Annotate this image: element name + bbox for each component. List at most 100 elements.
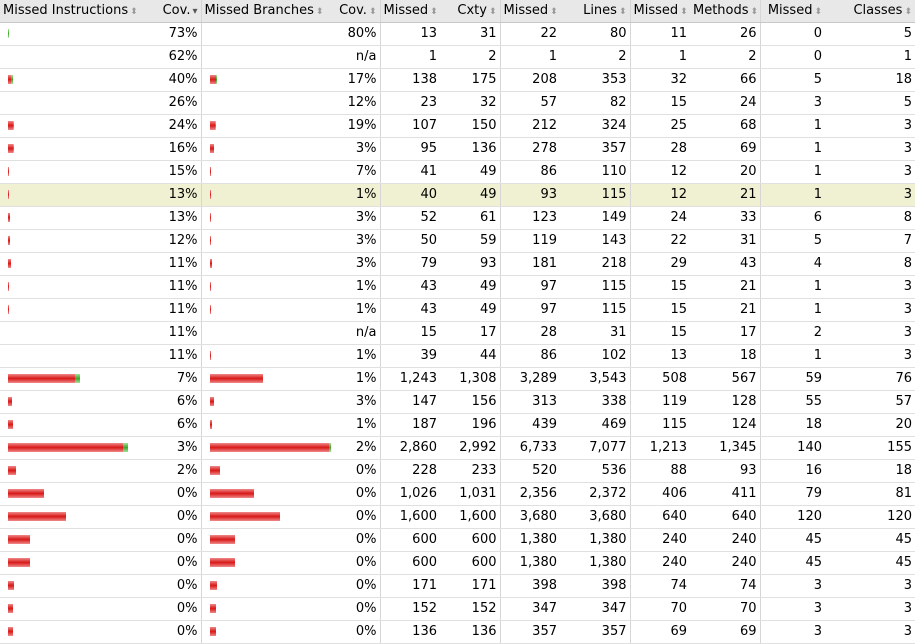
sortable-icon: ⬍ — [904, 7, 912, 18]
table-row[interactable]: 11% 1% 43 49 97 115 15 21 1 3 — [0, 275, 915, 299]
lines-cell: 80 — [560, 22, 630, 46]
methods-cell: 21 — [690, 275, 760, 299]
missed-methods-cell: 12 — [629, 183, 690, 207]
table-row[interactable]: 16% 3% 95 136 278 357 28 69 1 3 — [0, 137, 915, 161]
header-missed-methods[interactable]: Missed ⬍ — [629, 0, 690, 23]
instructions-bar-cell — [0, 137, 153, 161]
header-missed-lines[interactable]: Missed ⬍ — [499, 0, 560, 23]
table-row[interactable]: 11% 1% 39 44 86 102 13 18 1 3 — [0, 344, 915, 368]
instructions-coverage-bar — [8, 23, 150, 45]
missed-lines-cell: 278 — [499, 137, 560, 161]
instructions-bar-cell — [0, 482, 153, 506]
missed-bar-segment — [209, 282, 211, 291]
table-row[interactable]: 13% 3% 52 61 123 149 24 33 6 8 — [0, 206, 915, 230]
missed-bar-segment — [209, 75, 216, 84]
header-branches-coverage[interactable]: Cov. ⬍ — [334, 0, 380, 23]
missed-methods-cell: 1,213 — [629, 436, 690, 460]
table-row[interactable]: 12% 3% 50 59 119 143 22 31 5 7 — [0, 229, 915, 253]
header-label: Missed — [503, 3, 549, 19]
lines-cell: 347 — [560, 597, 630, 621]
missed-methods-cell: 12 — [629, 160, 690, 184]
instructions-coverage-bar — [8, 322, 150, 344]
table-row[interactable]: 11% n/a 15 17 28 31 15 17 2 3 — [0, 321, 915, 345]
table-row[interactable]: 40% 17% 138 175 208 353 32 66 5 18 — [0, 68, 915, 92]
covered-bar-segment — [123, 443, 128, 452]
missed-methods-cell: 240 — [629, 528, 690, 552]
header-instructions-coverage[interactable]: Cov. ▾ — [153, 0, 201, 23]
table-row[interactable]: 24% 19% 107 150 212 324 25 68 1 3 — [0, 114, 915, 138]
instructions-bar-cell — [0, 551, 153, 575]
branches-coverage-bar — [209, 276, 332, 298]
missed-complexity-cell: 107 — [379, 114, 440, 138]
header-missed-classes[interactable]: Missed ⬍ — [759, 0, 825, 23]
table-row[interactable]: 0% 0% 1,026 1,031 2,356 2,372 406 411 79 81 — [0, 482, 915, 506]
table-row[interactable]: 0% 0% 600 600 1,380 1,380 240 240 45 45 — [0, 528, 915, 552]
header-missed-complexity[interactable]: Missed ⬍ — [379, 0, 440, 23]
classes-cell: 76 — [825, 367, 915, 391]
missed-methods-cell: 29 — [629, 252, 690, 276]
missed-bar-segment — [209, 167, 211, 176]
instructions-bar-cell — [0, 367, 153, 391]
missed-bar-segment — [8, 259, 11, 268]
table-row[interactable]: 3% 2% 2,860 2,992 6,733 7,077 1,213 1,345 140 155 — [0, 436, 915, 460]
table-row[interactable]: 0% 0% 136 136 357 357 69 69 3 3 — [0, 620, 915, 644]
branches-coverage-cell: 0% — [334, 505, 380, 529]
lines-cell: 143 — [560, 229, 630, 253]
table-row[interactable]: 62% n/a 1 2 1 2 1 2 0 1 — [0, 45, 915, 69]
branches-coverage-bar — [209, 345, 332, 367]
instructions-bar-cell — [0, 528, 153, 552]
instructions-coverage-cell: 11% — [153, 298, 201, 322]
missed-classes-cell: 3 — [759, 620, 825, 644]
lines-cell: 110 — [560, 160, 630, 184]
table-row[interactable]: 13% 1% 40 49 93 115 12 21 1 3 — [0, 183, 915, 207]
methods-cell: 240 — [690, 528, 760, 552]
missed-methods-cell: 640 — [629, 505, 690, 529]
methods-cell: 411 — [690, 482, 760, 506]
table-row[interactable]: 26% 12% 23 32 57 82 15 24 3 5 — [0, 91, 915, 115]
branches-coverage-bar — [209, 69, 332, 91]
table-row[interactable]: 0% 0% 171 171 398 398 74 74 3 3 — [0, 574, 915, 598]
header-methods[interactable]: Methods ⬍ — [690, 0, 760, 23]
table-row[interactable]: 0% 0% 600 600 1,380 1,380 240 240 45 45 — [0, 551, 915, 575]
branches-coverage-cell: 0% — [334, 597, 380, 621]
branches-coverage-cell: 0% — [334, 482, 380, 506]
missed-bar-segment — [8, 512, 66, 521]
missed-bar-segment — [209, 121, 215, 130]
header-lines[interactable]: Lines ⬍ — [560, 0, 630, 23]
table-row[interactable]: 73% 80% 13 31 22 80 11 26 0 5 — [0, 22, 915, 46]
missed-methods-cell: 508 — [629, 367, 690, 391]
sortable-icon: ⬍ — [315, 7, 324, 18]
missed-methods-cell: 32 — [629, 68, 690, 92]
classes-cell: 1 — [825, 45, 915, 69]
branches-coverage-cell: 1% — [334, 344, 380, 368]
methods-cell: 69 — [690, 620, 760, 644]
table-row[interactable]: 6% 1% 187 196 439 469 115 124 18 20 — [0, 413, 915, 437]
branches-coverage-cell: 1% — [334, 298, 380, 322]
header-complexity[interactable]: Cxty ⬍ — [440, 0, 500, 23]
table-row[interactable]: 11% 3% 79 93 181 218 29 43 4 8 — [0, 252, 915, 276]
header-missed-branches[interactable]: Missed Branches ⬍ — [200, 0, 334, 23]
table-row[interactable]: 0% 0% 1,600 1,600 3,680 3,680 640 640 120 120 — [0, 505, 915, 529]
complexity-cell: 152 — [440, 597, 500, 621]
table-row[interactable]: 2% 0% 228 233 520 536 88 93 16 18 — [0, 459, 915, 483]
table-row[interactable]: 15% 7% 41 49 86 110 12 20 1 3 — [0, 160, 915, 184]
table-row[interactable]: 11% 1% 43 49 97 115 15 21 1 3 — [0, 298, 915, 322]
missed-complexity-cell: 50 — [379, 229, 440, 253]
table-body: 73% 80% 13 31 22 80 11 26 0 5 62% n/a 1 2 1 2 1 2 0 1 40% 17%… — [0, 22, 915, 644]
instructions-coverage-bar — [8, 299, 150, 321]
table-row[interactable]: 7% 1% 1,243 1,308 3,289 3,543 508 567 59 76 — [0, 367, 915, 391]
instructions-coverage-cell: 73% — [153, 22, 201, 46]
missed-complexity-cell: 1 — [379, 45, 440, 69]
table-row[interactable]: 0% 0% 152 152 347 347 70 70 3 3 — [0, 597, 915, 621]
branches-coverage-cell: 1% — [334, 275, 380, 299]
branches-coverage-cell: 3% — [334, 137, 380, 161]
header-missed-instructions[interactable]: Missed Instructions ⬍ — [0, 0, 153, 23]
missed-bar-segment — [8, 558, 30, 567]
branches-coverage-cell: 3% — [334, 206, 380, 230]
branches-coverage-bar — [209, 391, 332, 413]
missed-bar-segment — [8, 213, 10, 222]
header-classes[interactable]: Classes ⬍ — [825, 0, 915, 23]
missed-classes-cell: 3 — [759, 91, 825, 115]
table-row[interactable]: 6% 3% 147 156 313 338 119 128 55 57 — [0, 390, 915, 414]
instructions-coverage-cell: 6% — [153, 413, 201, 437]
